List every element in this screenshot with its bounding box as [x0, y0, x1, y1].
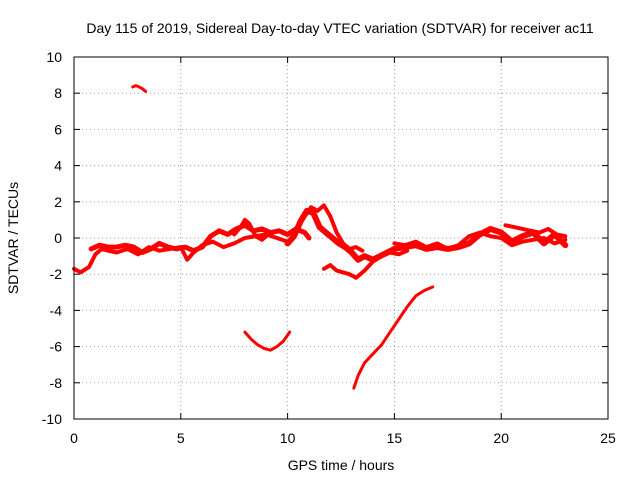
y-tick-label: 2 [54, 194, 62, 210]
x-tick-label: 15 [387, 430, 403, 446]
x-tick-label: 25 [600, 430, 616, 446]
y-tick-label: -2 [50, 266, 63, 282]
y-tick-label: 6 [54, 121, 62, 137]
y-tick-label: -4 [50, 302, 63, 318]
y-tick-label: -8 [50, 375, 63, 391]
series-band-late [503, 223, 568, 239]
y-tick-label: 0 [54, 230, 62, 246]
series-arc-near-minus6 [243, 330, 292, 352]
gridlines [74, 57, 608, 419]
plot-frame [73, 56, 609, 420]
y-axis-label: SDTVAR / TECUs [5, 182, 21, 294]
y-tick-label: 10 [46, 49, 62, 65]
x-tick-label: 10 [280, 430, 296, 446]
axis-ticks [73, 56, 609, 420]
x-tick-labels: 0 5 10 15 20 25 [70, 430, 616, 446]
y-tick-label: 8 [54, 85, 62, 101]
y-tick-label: -10 [42, 411, 62, 427]
series-hump-8h [232, 217, 269, 242]
series-band-evening [392, 230, 568, 251]
y-tick-labels: -10 -8 -6 -4 -2 0 2 4 6 8 10 [42, 49, 62, 427]
series-bump-11h [302, 203, 365, 253]
x-tick-label: 5 [177, 430, 185, 446]
series-band-afternoon [284, 207, 569, 263]
series-arc-near-8 [131, 84, 148, 93]
series-dip-12h [321, 248, 410, 280]
x-axis-label: GPS time / hours [288, 457, 395, 473]
x-tick-label: 20 [493, 430, 509, 446]
x-tick-label: 0 [70, 430, 78, 446]
y-tick-label: 4 [54, 158, 62, 174]
chart-title: Day 115 of 2019, Sidereal Day-to-day VTE… [86, 20, 594, 36]
series-group [72, 84, 569, 390]
series-rise-13h [352, 285, 435, 390]
y-tick-label: -6 [50, 339, 63, 355]
series-band-main-high [88, 222, 312, 255]
